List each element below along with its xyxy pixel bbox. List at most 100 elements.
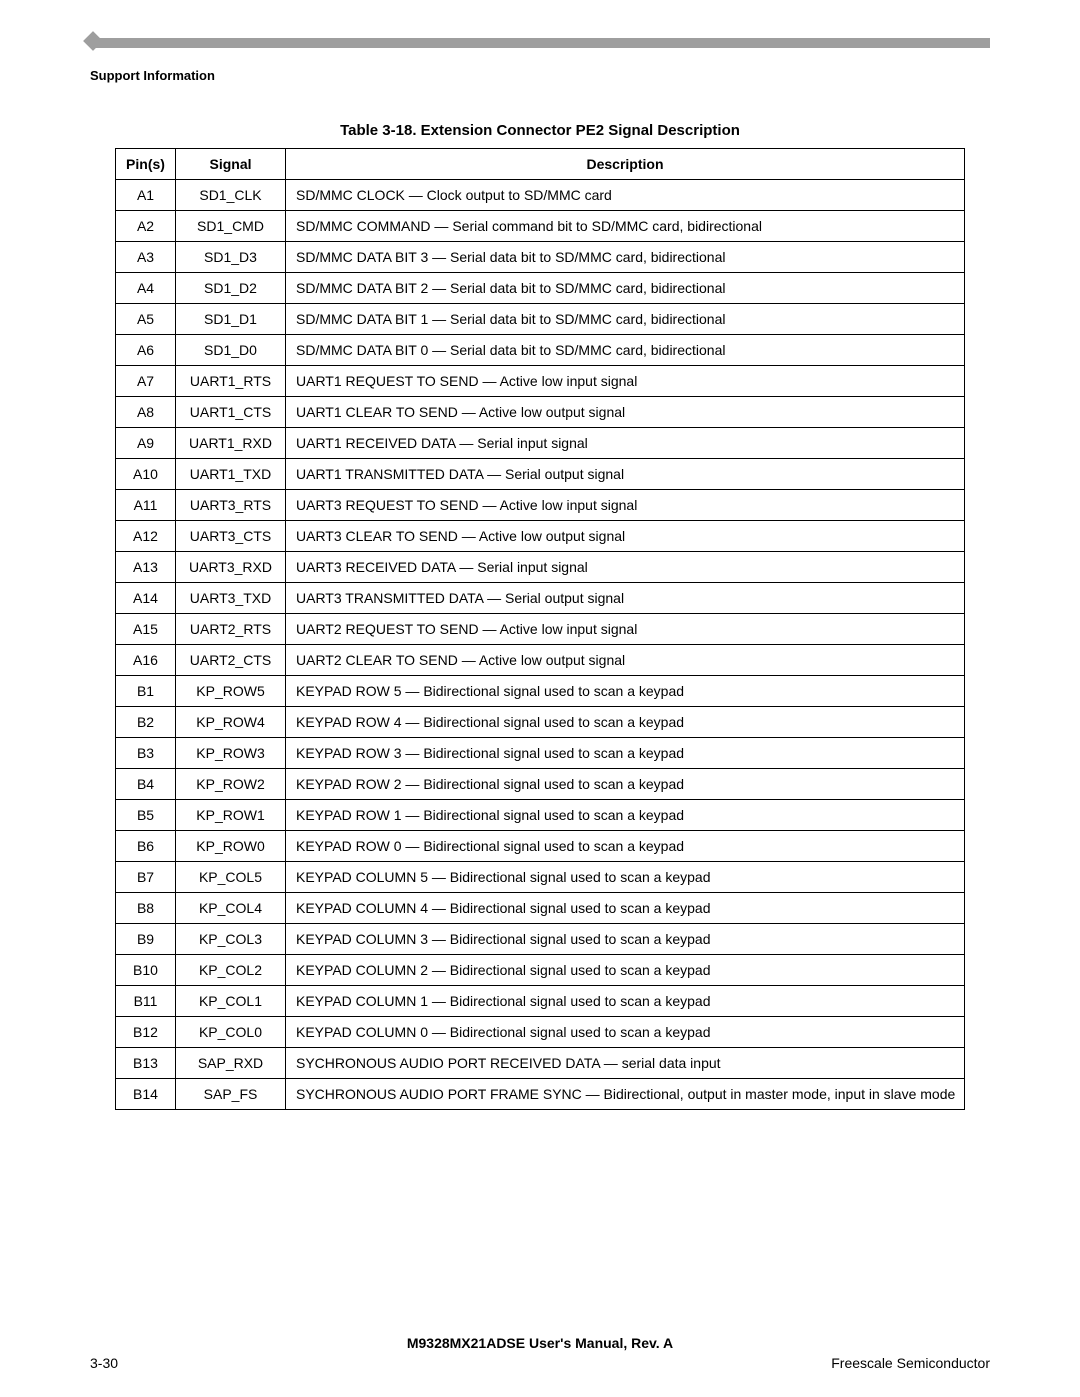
table-row: B9KP_COL3KEYPAD COLUMN 3 — Bidirectional… <box>116 924 965 955</box>
cell-signal: UART1_CTS <box>176 397 286 428</box>
cell-description: UART3 REQUEST TO SEND — Active low input… <box>286 490 965 521</box>
cell-signal: UART1_TXD <box>176 459 286 490</box>
table-row: A9UART1_RXDUART1 RECEIVED DATA — Serial … <box>116 428 965 459</box>
cell-signal: UART2_CTS <box>176 645 286 676</box>
cell-signal: KP_COL1 <box>176 986 286 1017</box>
cell-description: KEYPAD COLUMN 3 — Bidirectional signal u… <box>286 924 965 955</box>
signal-table-wrap: Pin(s) Signal Description A1SD1_CLKSD/MM… <box>115 148 965 1110</box>
table-row: B6KP_ROW0KEYPAD ROW 0 — Bidirectional si… <box>116 831 965 862</box>
cell-description: UART1 RECEIVED DATA — Serial input signa… <box>286 428 965 459</box>
cell-description: UART3 RECEIVED DATA — Serial input signa… <box>286 552 965 583</box>
cell-description: UART1 TRANSMITTED DATA — Serial output s… <box>286 459 965 490</box>
cell-signal: UART1_RTS <box>176 366 286 397</box>
cell-pin: A14 <box>116 583 176 614</box>
cell-pin: B14 <box>116 1079 176 1110</box>
cell-description: KEYPAD ROW 1 — Bidirectional signal used… <box>286 800 965 831</box>
table-row: A3SD1_D3SD/MMC DATA BIT 3 — Serial data … <box>116 242 965 273</box>
cell-pin: A6 <box>116 335 176 366</box>
cell-pin: B13 <box>116 1048 176 1079</box>
cell-pin: B1 <box>116 676 176 707</box>
footer-company: Freescale Semiconductor <box>831 1355 990 1371</box>
cell-description: KEYPAD COLUMN 2 — Bidirectional signal u… <box>286 955 965 986</box>
cell-description: KEYPAD ROW 4 — Bidirectional signal used… <box>286 707 965 738</box>
cell-signal: KP_ROW0 <box>176 831 286 862</box>
table-title: Table 3-18. Extension Connector PE2 Sign… <box>0 122 1080 139</box>
cell-description: UART2 CLEAR TO SEND — Active low output … <box>286 645 965 676</box>
table-row: A11UART3_RTSUART3 REQUEST TO SEND — Acti… <box>116 490 965 521</box>
table-row: B7KP_COL5KEYPAD COLUMN 5 — Bidirectional… <box>116 862 965 893</box>
table-row: B1KP_ROW5KEYPAD ROW 5 — Bidirectional si… <box>116 676 965 707</box>
cell-pin: A9 <box>116 428 176 459</box>
cell-description: KEYPAD ROW 3 — Bidirectional signal used… <box>286 738 965 769</box>
cell-signal: SD1_D3 <box>176 242 286 273</box>
cell-signal: KP_ROW5 <box>176 676 286 707</box>
cell-description: KEYPAD COLUMN 1 — Bidirectional signal u… <box>286 986 965 1017</box>
cell-pin: A11 <box>116 490 176 521</box>
cell-pin: B12 <box>116 1017 176 1048</box>
table-row: B12KP_COL0KEYPAD COLUMN 0 — Bidirectiona… <box>116 1017 965 1048</box>
cell-signal: KP_ROW2 <box>176 769 286 800</box>
cell-signal: KP_ROW4 <box>176 707 286 738</box>
table-row: B8KP_COL4KEYPAD COLUMN 4 — Bidirectional… <box>116 893 965 924</box>
cell-signal: SD1_CLK <box>176 180 286 211</box>
table-row: A12UART3_CTSUART3 CLEAR TO SEND — Active… <box>116 521 965 552</box>
cell-pin: A1 <box>116 180 176 211</box>
cell-pin: B4 <box>116 769 176 800</box>
cell-pin: B11 <box>116 986 176 1017</box>
cell-signal: SD1_CMD <box>176 211 286 242</box>
cell-pin: A2 <box>116 211 176 242</box>
cell-signal: UART3_CTS <box>176 521 286 552</box>
table-row: B2KP_ROW4KEYPAD ROW 4 — Bidirectional si… <box>116 707 965 738</box>
col-header-signal: Signal <box>176 149 286 180</box>
cell-signal: SD1_D0 <box>176 335 286 366</box>
table-row: B3KP_ROW3KEYPAD ROW 3 — Bidirectional si… <box>116 738 965 769</box>
table-row: A15UART2_RTSUART2 REQUEST TO SEND — Acti… <box>116 614 965 645</box>
table-row: A1SD1_CLKSD/MMC CLOCK — Clock output to … <box>116 180 965 211</box>
cell-description: SD/MMC DATA BIT 2 — Serial data bit to S… <box>286 273 965 304</box>
cell-pin: A16 <box>116 645 176 676</box>
cell-pin: B3 <box>116 738 176 769</box>
cell-signal: KP_COL5 <box>176 862 286 893</box>
cell-description: KEYPAD ROW 0 — Bidirectional signal used… <box>286 831 965 862</box>
cell-signal: SD1_D2 <box>176 273 286 304</box>
cell-signal: KP_ROW1 <box>176 800 286 831</box>
cell-signal: SD1_D1 <box>176 304 286 335</box>
cell-pin: A7 <box>116 366 176 397</box>
cell-description: KEYPAD ROW 5 — Bidirectional signal used… <box>286 676 965 707</box>
cell-description: UART1 REQUEST TO SEND — Active low input… <box>286 366 965 397</box>
cell-pin: B7 <box>116 862 176 893</box>
cell-signal: UART3_TXD <box>176 583 286 614</box>
cell-pin: A8 <box>116 397 176 428</box>
cell-signal: UART3_RTS <box>176 490 286 521</box>
cell-description: SD/MMC DATA BIT 3 — Serial data bit to S… <box>286 242 965 273</box>
cell-pin: B9 <box>116 924 176 955</box>
footer-manual: M9328MX21ADSE User's Manual, Rev. A <box>0 1335 1080 1351</box>
table-row: A2SD1_CMDSD/MMC COMMAND — Serial command… <box>116 211 965 242</box>
cell-signal: KP_ROW3 <box>176 738 286 769</box>
cell-description: SD/MMC DATA BIT 0 — Serial data bit to S… <box>286 335 965 366</box>
cell-signal: UART3_RXD <box>176 552 286 583</box>
table-row: B14SAP_FSSYCHRONOUS AUDIO PORT FRAME SYN… <box>116 1079 965 1110</box>
table-row: A10UART1_TXDUART1 TRANSMITTED DATA — Ser… <box>116 459 965 490</box>
col-header-pin: Pin(s) <box>116 149 176 180</box>
cell-signal: UART1_RXD <box>176 428 286 459</box>
section-header: Support Information <box>90 68 215 83</box>
cell-pin: B5 <box>116 800 176 831</box>
table-row: A14UART3_TXDUART3 TRANSMITTED DATA — Ser… <box>116 583 965 614</box>
cell-pin: A4 <box>116 273 176 304</box>
table-row: A8UART1_CTSUART1 CLEAR TO SEND — Active … <box>116 397 965 428</box>
cell-description: SD/MMC CLOCK — Clock output to SD/MMC ca… <box>286 180 965 211</box>
table-row: A7UART1_RTSUART1 REQUEST TO SEND — Activ… <box>116 366 965 397</box>
cell-description: SYCHRONOUS AUDIO PORT FRAME SYNC — Bidir… <box>286 1079 965 1110</box>
cell-pin: B10 <box>116 955 176 986</box>
cell-pin: A13 <box>116 552 176 583</box>
cell-pin: B8 <box>116 893 176 924</box>
cell-pin: A15 <box>116 614 176 645</box>
table-row: A5SD1_D1SD/MMC DATA BIT 1 — Serial data … <box>116 304 965 335</box>
cell-description: UART1 CLEAR TO SEND — Active low output … <box>286 397 965 428</box>
cell-description: KEYPAD COLUMN 4 — Bidirectional signal u… <box>286 893 965 924</box>
cell-description: KEYPAD COLUMN 5 — Bidirectional signal u… <box>286 862 965 893</box>
cell-description: UART3 CLEAR TO SEND — Active low output … <box>286 521 965 552</box>
cell-signal: KP_COL3 <box>176 924 286 955</box>
cell-pin: B2 <box>116 707 176 738</box>
